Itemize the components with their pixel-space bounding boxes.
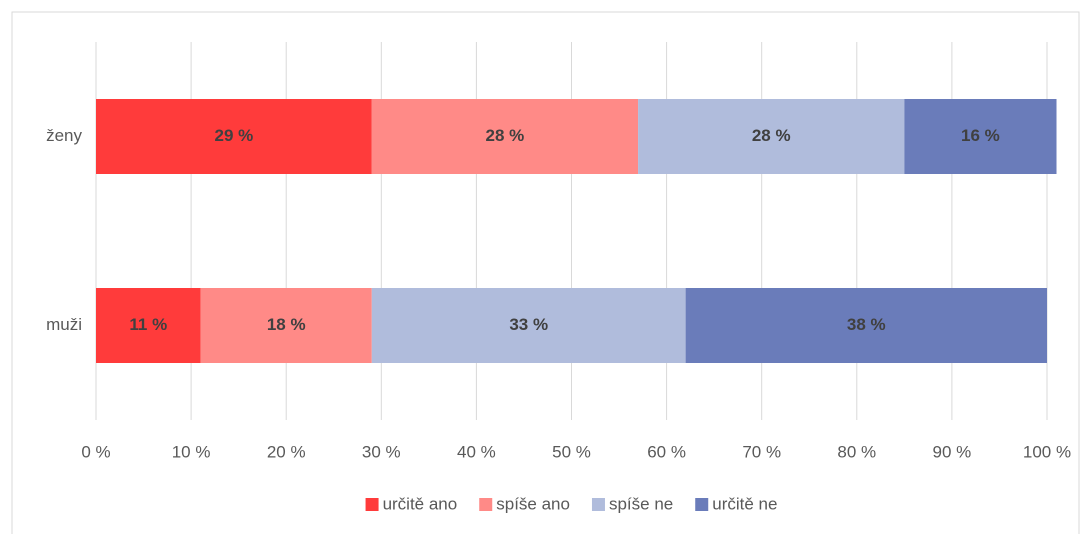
value-label: 16 % xyxy=(961,126,1000,145)
bar-segment xyxy=(904,99,1057,174)
x-tick-label: 70 % xyxy=(742,442,781,461)
legend-label: určitě ne xyxy=(712,494,777,513)
x-tick-label: 30 % xyxy=(362,442,401,461)
legend-label: spíše ne xyxy=(609,494,673,513)
legend-swatch xyxy=(365,498,379,511)
x-tick-label: 90 % xyxy=(933,442,972,461)
y-tick-label: ženy xyxy=(46,126,82,145)
x-tick-label: 100 % xyxy=(1023,442,1071,461)
bar-segment xyxy=(685,288,1047,363)
x-tick-label: 20 % xyxy=(267,442,306,461)
value-label: 29 % xyxy=(215,126,254,145)
legend-swatch xyxy=(695,498,709,511)
y-tick-label: muži xyxy=(46,315,82,334)
value-label: 28 % xyxy=(752,126,791,145)
x-tick-label: 10 % xyxy=(172,442,211,461)
x-tick-label: 80 % xyxy=(837,442,876,461)
x-tick-label: 60 % xyxy=(647,442,686,461)
value-label: 11 % xyxy=(129,315,167,334)
bar-segment xyxy=(371,288,686,363)
bar-segment xyxy=(200,288,372,363)
bar-segment xyxy=(371,99,639,174)
legend-swatch xyxy=(479,498,493,511)
legend-label: určitě ano xyxy=(383,494,458,513)
value-label: 33 % xyxy=(509,315,548,334)
legend-label: spíše ano xyxy=(496,494,570,513)
chart-border xyxy=(11,11,1080,534)
x-tick-label: 0 % xyxy=(81,442,110,461)
bar-segment xyxy=(96,288,201,363)
bar-segment xyxy=(638,99,905,174)
value-label: 38 % xyxy=(847,315,886,334)
value-label: 28 % xyxy=(486,126,525,145)
legend-swatch xyxy=(591,498,605,511)
value-label: 18 % xyxy=(267,315,306,334)
x-tick-label: 50 % xyxy=(552,442,591,461)
x-tick-label: 40 % xyxy=(457,442,496,461)
bar-segment xyxy=(96,99,372,174)
